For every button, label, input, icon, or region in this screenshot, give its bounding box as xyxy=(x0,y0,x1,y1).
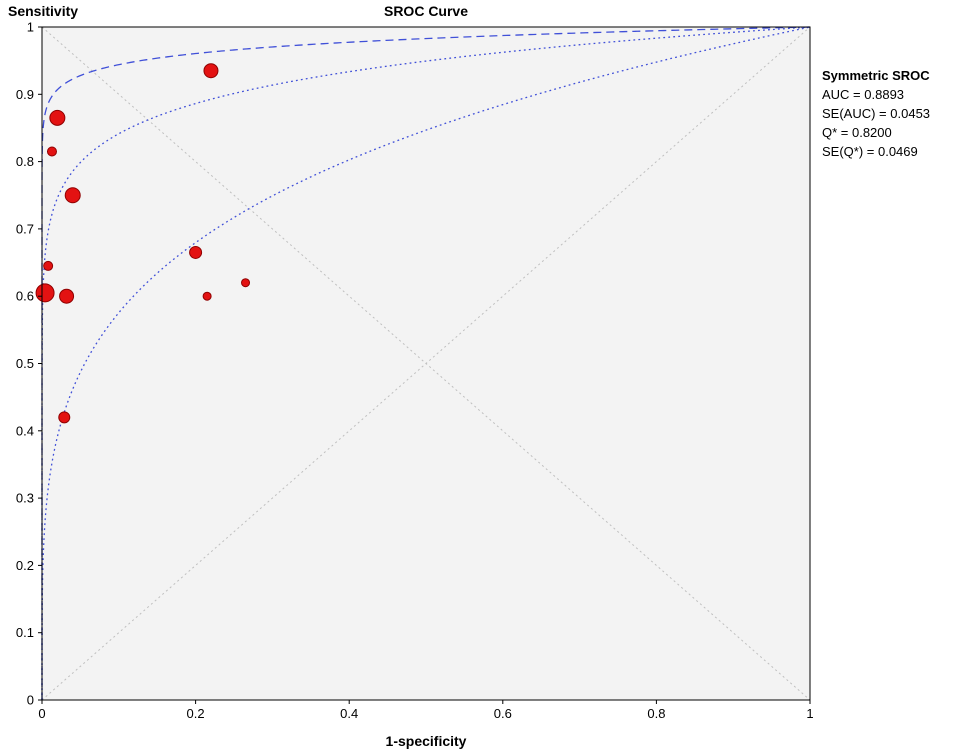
diagonals-layer xyxy=(41,26,811,701)
study-point xyxy=(203,63,219,79)
y-tick-label: 0.7 xyxy=(16,221,34,236)
y-tick-label: 0 xyxy=(27,693,34,708)
confidence-curve-upper xyxy=(41,26,811,701)
study-point xyxy=(58,411,71,424)
x-tick-label: 0.8 xyxy=(647,706,665,721)
study-point xyxy=(64,187,81,204)
y-tick-label: 0.3 xyxy=(16,491,34,506)
y-axis-label: Sensitivity xyxy=(8,3,79,19)
y-tick-label: 0.4 xyxy=(16,423,34,438)
stat-se-q-star: SE(Q*) = 0.0469 xyxy=(822,144,918,159)
diagonal-reference-line xyxy=(41,26,811,701)
x-tick-label: 0 xyxy=(38,706,45,721)
y-tick-label: 0.1 xyxy=(16,625,34,640)
y-tick-label: 0.2 xyxy=(16,558,34,573)
sroc-curve xyxy=(41,26,811,701)
study-point xyxy=(35,283,55,303)
y-tick-label: 1 xyxy=(27,20,34,35)
x-tick-label: 0.6 xyxy=(494,706,512,721)
y-tick-label: 0.8 xyxy=(16,154,34,169)
stat-auc: AUC = 0.8893 xyxy=(822,87,905,102)
x-tick-label: 0.2 xyxy=(187,706,205,721)
stats-panel: Symmetric SROC AUC = 0.8893 SE(AUC) = 0.… xyxy=(822,66,962,161)
study-point xyxy=(202,291,212,301)
points-layer xyxy=(35,63,251,424)
y-tick-label: 0.6 xyxy=(16,289,34,304)
y-tick-label: 0.9 xyxy=(16,87,34,102)
x-axis-label: 1-specificity xyxy=(385,733,467,749)
stat-q-star: Q* = 0.8200 xyxy=(822,125,892,140)
study-point xyxy=(49,109,66,126)
study-point xyxy=(43,260,54,271)
stat-se-auc: SE(AUC) = 0.0453 xyxy=(822,106,931,121)
y-axis-ticks: 0 0.1 0.2 0.3 0.4 0.5 0.6 0.7 0.8 0.9 1 xyxy=(16,20,42,708)
y-tick-label: 0.5 xyxy=(16,356,34,371)
study-point xyxy=(59,288,75,304)
x-tick-label: 0.4 xyxy=(340,706,358,721)
x-tick-label: 1 xyxy=(806,706,813,721)
stats-heading: Symmetric SROC xyxy=(822,68,930,83)
study-point xyxy=(46,146,57,157)
study-point xyxy=(189,245,203,259)
chart-title: SROC Curve xyxy=(383,3,469,19)
study-point xyxy=(241,278,251,288)
x-axis-ticks: 0 0.2 0.4 0.6 0.8 1 xyxy=(38,700,814,721)
